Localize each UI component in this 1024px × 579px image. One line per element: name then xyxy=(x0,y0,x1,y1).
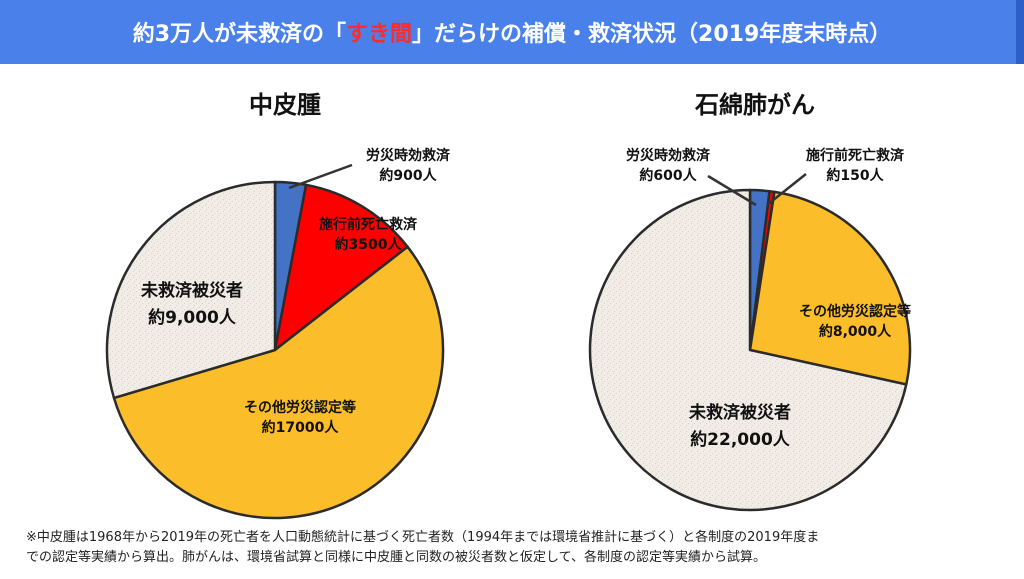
pie-slice-lung-mikyusai xyxy=(588,188,908,512)
slice-label-lung-mikyusai: 未救済被災者 xyxy=(688,402,791,423)
pie-chart-lung-cancer xyxy=(588,188,912,512)
leader-line-lung-jiko xyxy=(707,174,757,207)
footnote: ※中皮腫は1968年から2019年の死亡者を人口動態統計に基づく死亡者数（199… xyxy=(26,528,1006,568)
slice-value-meso-sonota: 約17000人 xyxy=(262,419,340,436)
slice-value-meso-mikyusai: 約9,000人 xyxy=(148,307,237,328)
pie-slice-meso-mikyusai xyxy=(105,180,277,400)
slice-label-lung-sonota: その他労災認定等 xyxy=(799,303,911,320)
slice-label-lung-sekou: 施行前死亡救済 xyxy=(806,147,905,164)
pie-chart-mesothelioma xyxy=(105,180,445,520)
slice-value-lung-jiko: 約600人 xyxy=(639,167,697,184)
pie-charts: 労災時効救済 約900人 施行前死亡救済 約3500人 その他労災認定等 約17… xyxy=(105,147,912,520)
leader-line-meso-jiko xyxy=(288,163,353,190)
slice-value-meso-sekou: 約3500人 xyxy=(335,236,403,253)
pie-slice-meso-sonota xyxy=(112,245,445,520)
banner-title-suffix: 」だらけの補償・救済状況（2019年度末時点） xyxy=(412,22,892,47)
slice-label-meso-mikyusai: 未救済被災者 xyxy=(140,280,243,301)
banner-title-prefix: 約3万人が未救済の「 xyxy=(132,22,347,47)
slice-label-meso-sekou: 施行前死亡救済 xyxy=(319,216,418,233)
slice-label-meso-jiko: 労災時効救済 xyxy=(366,147,451,164)
slice-value-meso-jiko: 約900人 xyxy=(379,167,437,184)
footnote-line-2: での認定等実績から算出。肺がんは、環境省試算と同様に中皮腫と同数の被災者数と仮定… xyxy=(26,550,766,565)
slice-label-lung-jiko: 労災時効救済 xyxy=(626,147,711,164)
pie-slice-lung-sonota xyxy=(748,190,912,386)
slice-value-lung-mikyusai: 約22,000人 xyxy=(690,429,791,450)
chart-title-mesothelioma: 中皮腫 xyxy=(160,90,410,120)
slice-value-lung-sonota: 約8,000人 xyxy=(819,323,892,340)
banner-title-highlight: すき間 xyxy=(346,22,413,47)
slice-value-lung-sekou: 約150人 xyxy=(826,167,884,184)
footnote-line-1: ※中皮腫は1968年から2019年の死亡者を人口動態統計に基づく死亡者数（199… xyxy=(26,530,820,545)
pie-slice-meso-sekou xyxy=(273,183,409,352)
banner-edge-accent xyxy=(1016,0,1024,64)
leader-line-lung-sekou xyxy=(766,173,807,206)
slice-label-meso-sonota: その他労災認定等 xyxy=(244,399,356,416)
title-banner: 約3万人が未救済の「 すき間 」だらけの補償・救済状況（2019年度末時点） xyxy=(0,0,1024,64)
chart-title-lung-cancer: 石綿肺がん xyxy=(630,90,880,120)
